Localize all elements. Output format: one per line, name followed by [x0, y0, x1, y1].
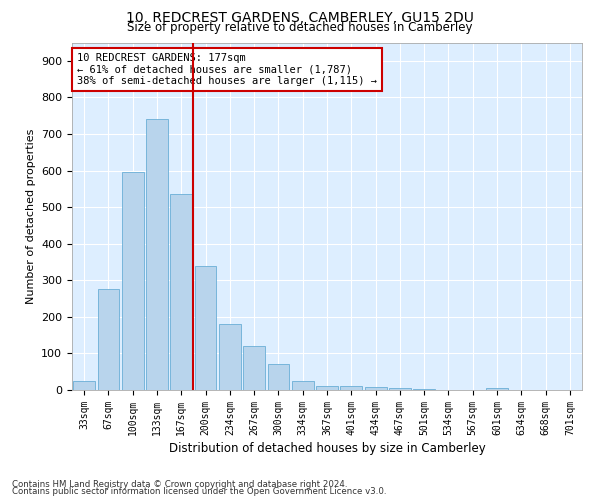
Y-axis label: Number of detached properties: Number of detached properties — [26, 128, 35, 304]
Bar — [268, 364, 289, 390]
X-axis label: Distribution of detached houses by size in Camberley: Distribution of detached houses by size … — [169, 442, 485, 455]
Text: 10, REDCREST GARDENS, CAMBERLEY, GU15 2DU: 10, REDCREST GARDENS, CAMBERLEY, GU15 2D… — [126, 11, 474, 25]
Bar — [243, 346, 265, 390]
Bar — [316, 386, 338, 390]
Bar — [219, 324, 241, 390]
Bar — [122, 172, 143, 390]
Bar — [146, 120, 168, 390]
Bar — [365, 387, 386, 390]
Bar — [292, 381, 314, 390]
Bar — [486, 388, 508, 390]
Text: Contains public sector information licensed under the Open Government Licence v3: Contains public sector information licen… — [12, 487, 386, 496]
Text: 10 REDCREST GARDENS: 177sqm
← 61% of detached houses are smaller (1,787)
38% of : 10 REDCREST GARDENS: 177sqm ← 61% of det… — [77, 53, 377, 86]
Bar — [97, 290, 119, 390]
Bar — [170, 194, 192, 390]
Bar — [73, 381, 95, 390]
Text: Size of property relative to detached houses in Camberley: Size of property relative to detached ho… — [127, 21, 473, 34]
Bar — [194, 266, 217, 390]
Bar — [340, 386, 362, 390]
Bar — [413, 389, 435, 390]
Bar — [389, 388, 411, 390]
Text: Contains HM Land Registry data © Crown copyright and database right 2024.: Contains HM Land Registry data © Crown c… — [12, 480, 347, 489]
